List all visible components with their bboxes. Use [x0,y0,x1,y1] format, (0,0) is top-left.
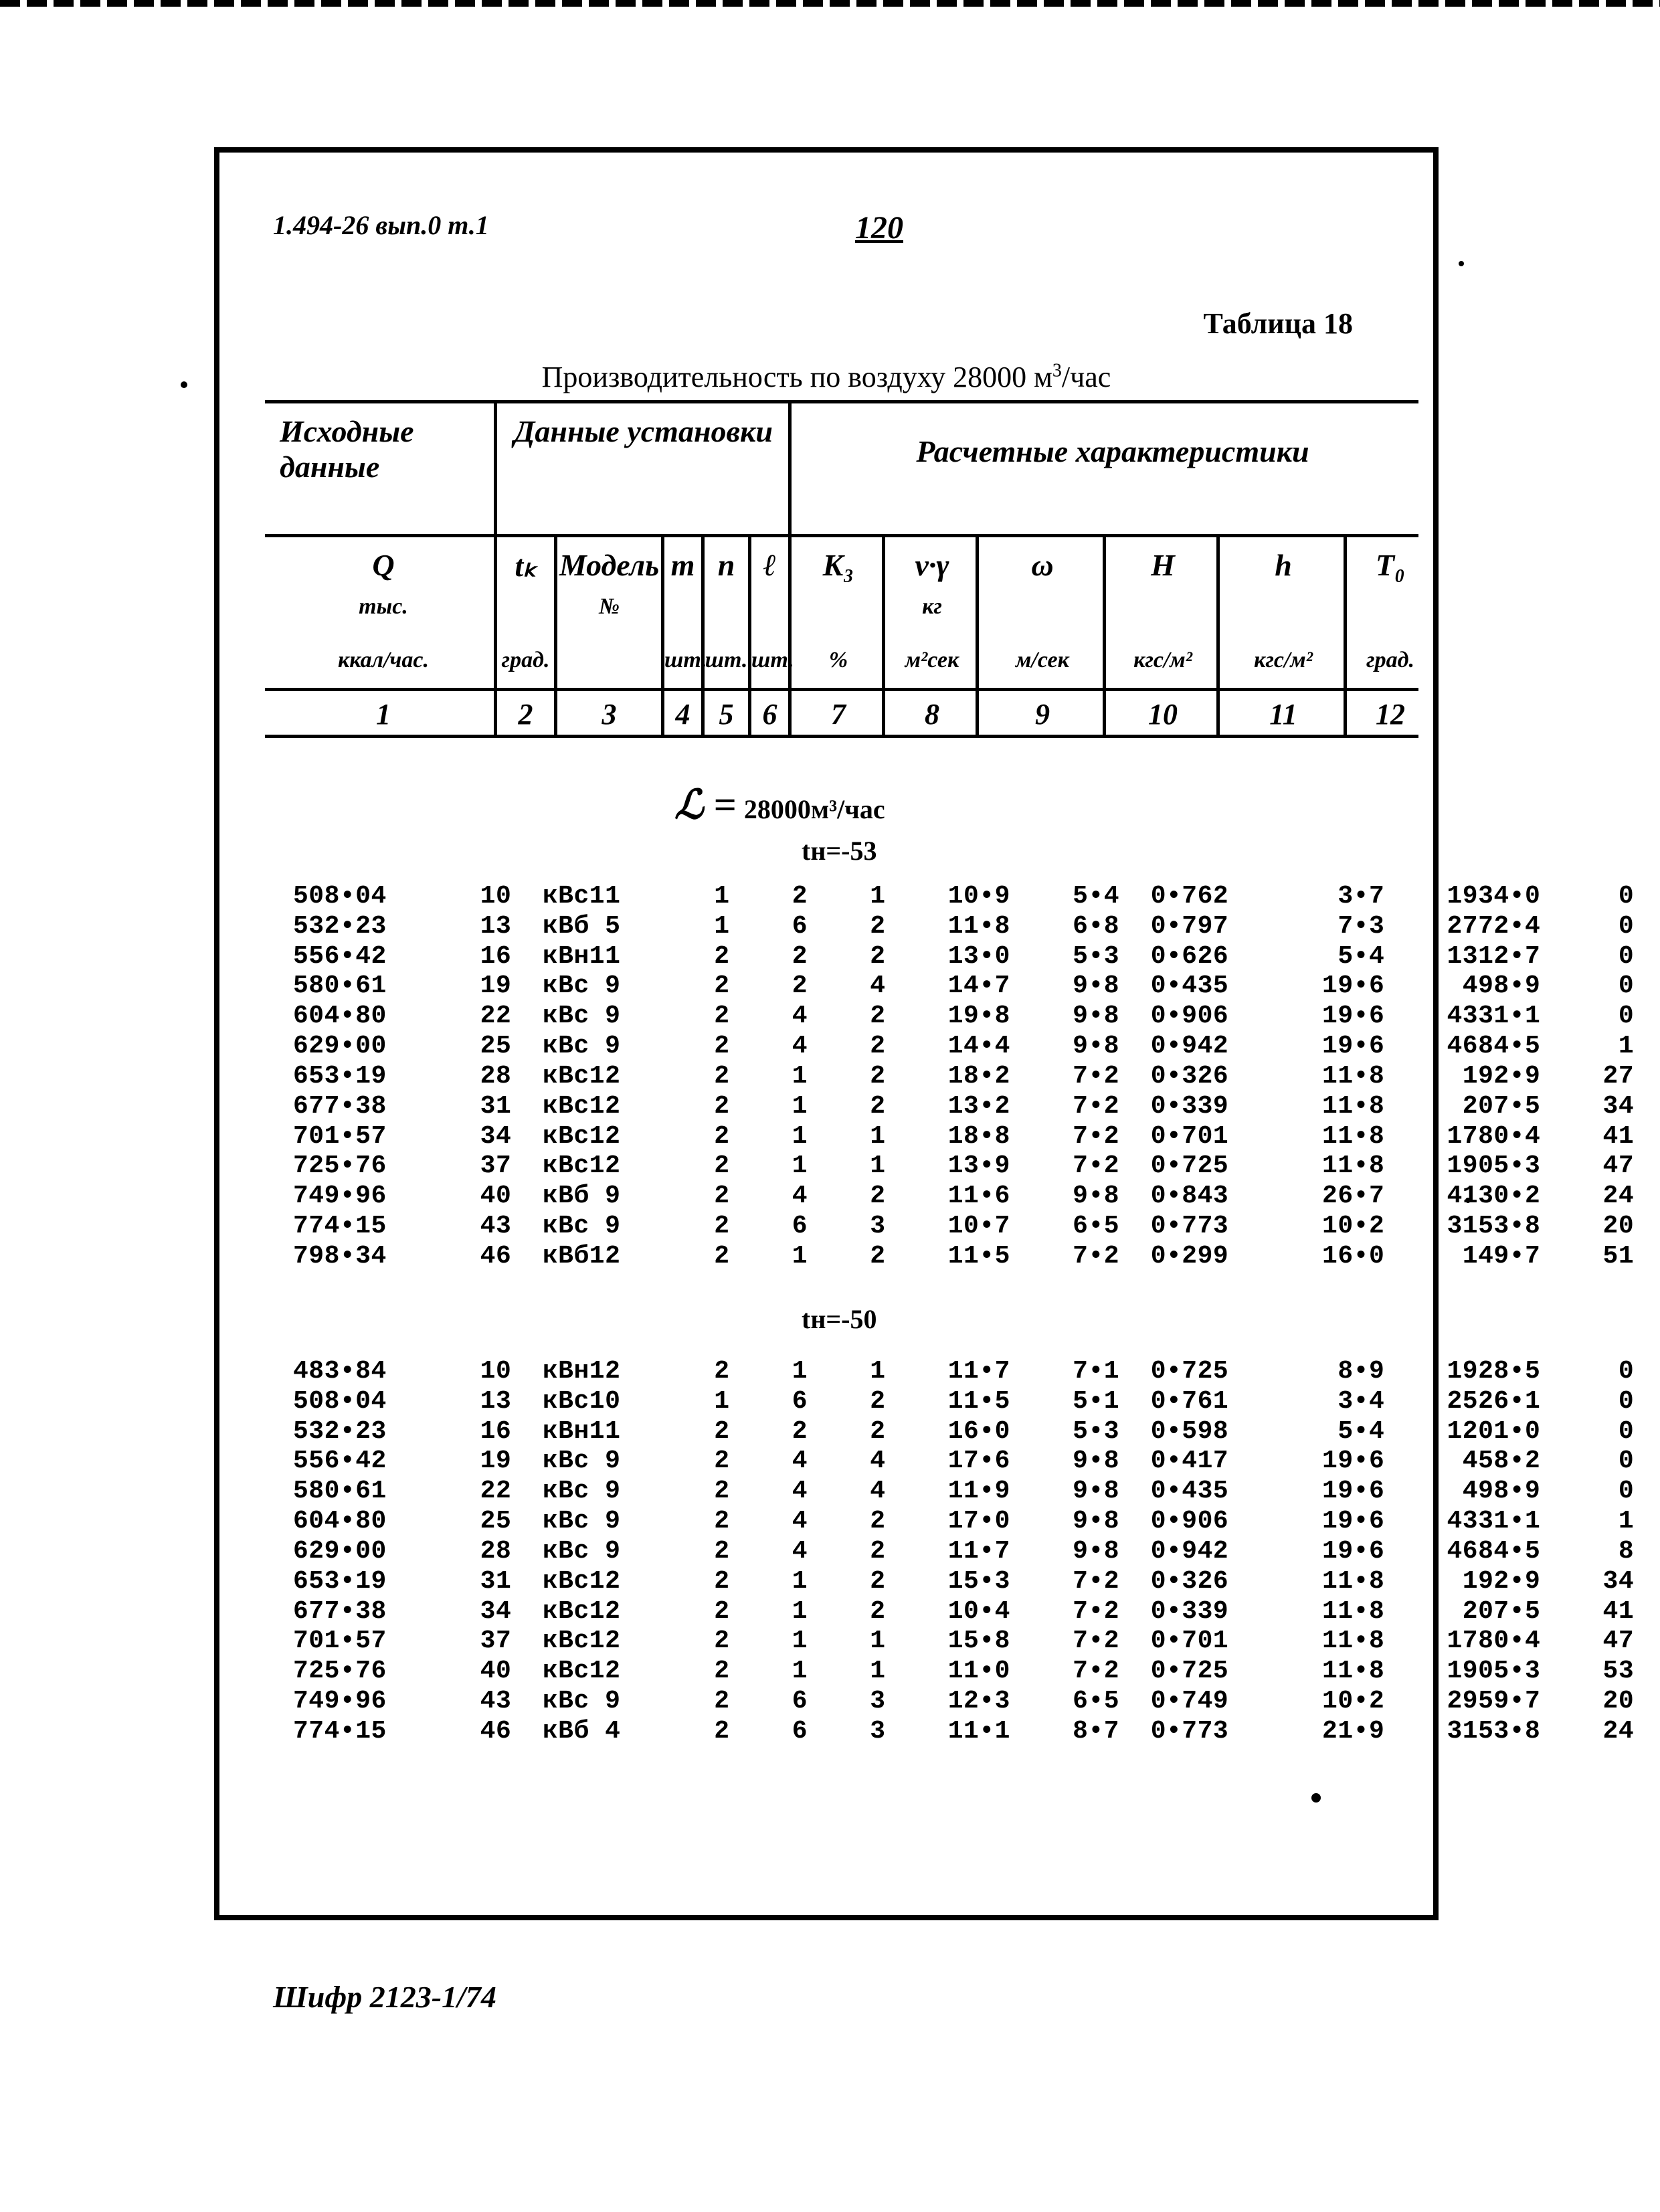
data-block-2: 483•84 10 кВн12 2 1 1 11•7 7•1 0•725 8•9… [293,1357,1660,1747]
rule-h1 [265,400,1418,403]
col-number: 11 [1223,697,1344,731]
table-label: Таблица 18 [1203,306,1353,341]
rule-h2 [265,534,1418,537]
rule-h3 [265,688,1418,691]
block2-tn: tн=-50 [802,1303,877,1335]
col-symbol: h [1223,547,1344,583]
scan-top-border [0,0,1660,7]
speck [1311,1793,1321,1803]
rule-v [1344,534,1347,735]
col-unit: град. [1350,648,1431,673]
col-unit-top: № [557,594,661,620]
col-unit: шт. [705,648,748,673]
col-number: 5 [705,697,748,731]
section-mid: Данные установки [514,413,775,449]
subtitle-text-suffix: /час [1062,361,1111,393]
subtitle-text-prefix: Производительность по воздуху 28000 м [542,361,1052,393]
col-number: 7 [795,697,882,731]
doc-code: 1.494-26 вып.0 т.1 [273,209,489,241]
col-unit: кгс/м² [1109,648,1216,673]
col-symbol: tₖ [497,547,554,583]
section-right: Расчетные характеристики [802,434,1424,469]
col-number: 2 [497,697,554,731]
col-unit: м/сек [982,648,1103,673]
col-number: 6 [751,697,788,731]
col-symbol: ω [982,547,1103,583]
col-symbol: Модель [557,547,661,583]
footer-code: Шифр 2123-1/74 [273,1979,496,2015]
rule-v [882,534,885,735]
col-symbol: T₀ [1350,547,1431,583]
col-unit: % [795,648,882,673]
col-symbol: Q [273,547,494,583]
formula-value: 28000м³/час [744,794,885,824]
col-symbol: K₃ [795,547,882,583]
rule-v [494,400,497,534]
col-unit: шт. [664,648,701,673]
col-number: 12 [1350,697,1431,731]
rule-v [1103,534,1106,735]
col-unit-top: тыс. [273,594,494,620]
rule-h4 [265,735,1418,738]
col-symbol: m [664,547,701,583]
page: 1.494-26 вып.0 т.1 120 Таблица 18 Произв… [174,100,1485,2007]
formula-symbol: ℒ = [674,783,736,827]
outer-frame: 1.494-26 вып.0 т.1 120 Таблица 18 Произв… [214,147,1439,1920]
block1-tn: tн=-53 [802,835,877,866]
speck [1465,1198,1471,1203]
col-number: 10 [1109,697,1216,731]
speck [1459,261,1464,266]
col-unit: кгс/м² [1223,648,1344,673]
col-unit: м²сек [889,648,976,673]
col-symbol: H [1109,547,1216,583]
rule-v [788,400,792,534]
col-unit: ккал/час. [273,648,494,673]
col-number: 8 [889,697,976,731]
col-unit: шт. [751,648,788,673]
subtitle-sup: 3 [1052,360,1062,381]
col-unit: град. [497,648,554,673]
subtitle: Производительность по воздуху 28000 м3/ч… [219,360,1433,394]
rule-v [976,534,979,735]
section-left: Исходные данные [280,413,487,484]
col-symbol: ℓ [751,547,788,583]
rule-v [788,534,792,735]
col-number: 9 [982,697,1103,731]
col-symbol: ν·γ [889,547,976,583]
data-block-1: 508•04 10 кВс11 1 2 1 10•9 5•4 0•762 3•7… [293,882,1660,1272]
speck [181,381,187,388]
page-number: 120 [855,209,903,246]
formula: ℒ = 28000м³/час [674,781,885,828]
rule-v [1216,534,1220,735]
col-number: 1 [273,697,494,731]
col-number: 3 [557,697,661,731]
col-number: 4 [664,697,701,731]
col-symbol: n [705,547,748,583]
col-unit-top: кг [889,594,976,620]
